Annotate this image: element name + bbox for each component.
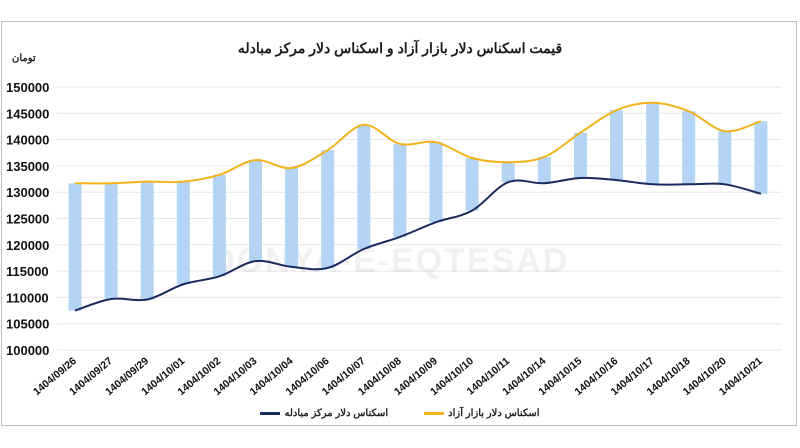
chart-legend: اسکناس دلار بازار آزاد اسکناس دلار مرکز … [0, 408, 800, 419]
spread-bar [610, 110, 623, 181]
legend-item-exchange-center: اسکناس دلار مرکز مبادله [260, 408, 388, 419]
y-tick-label: 120000 [6, 238, 49, 253]
y-axis-unit-label: تومان [12, 53, 36, 64]
y-tick-label: 140000 [6, 133, 49, 148]
spread-bar [176, 181, 190, 285]
spread-bar [68, 183, 82, 311]
y-tick-label: 130000 [6, 185, 49, 200]
legend-swatch-navy-line-icon [260, 412, 281, 415]
spread-bar [754, 121, 768, 194]
y-tick-label: 135000 [6, 159, 49, 174]
free-market-line [74, 101, 762, 185]
y-tick-label: 125000 [6, 212, 49, 227]
legend-label: اسکناس دلار بازار آزاد [448, 408, 540, 419]
spread-bar [573, 132, 587, 178]
legend-swatch-yellow-line-icon [424, 412, 445, 415]
spread-bar [429, 142, 443, 223]
spread-bar [537, 156, 551, 184]
y-tick-label: 115000 [6, 264, 49, 279]
exchange-center-line [74, 176, 762, 312]
spread-bar [321, 150, 335, 268]
y-tick-label: 110000 [6, 290, 49, 305]
y-tick-label: 100000 [6, 343, 49, 358]
spread-bar [212, 174, 226, 277]
spread-bar [104, 183, 118, 299]
spread-bar [718, 131, 732, 185]
y-tick-label: 105000 [6, 317, 49, 332]
spread-bar [357, 124, 371, 250]
legend-label: اسکناس دلار مرکز مبادله [284, 408, 389, 419]
y-tick-label: 145000 [6, 106, 49, 121]
y-tick-label: 150000 [6, 80, 49, 95]
chart-title: قیمت اسکناس دلار بازار آزاد و اسکناس دلا… [237, 40, 563, 56]
spread-bar [682, 111, 696, 185]
watermark-text: DONYA-E-EQTESAD [210, 242, 569, 280]
spread-bar [285, 168, 299, 267]
spread-bar [646, 102, 660, 185]
legend-item-free-market: اسکناس دلار بازار آزاد [424, 408, 540, 419]
spread-bar [501, 162, 515, 183]
spread-bar [393, 143, 407, 237]
spread-bar [140, 181, 154, 300]
spread-bar [465, 158, 479, 211]
spread-bar [249, 160, 262, 262]
